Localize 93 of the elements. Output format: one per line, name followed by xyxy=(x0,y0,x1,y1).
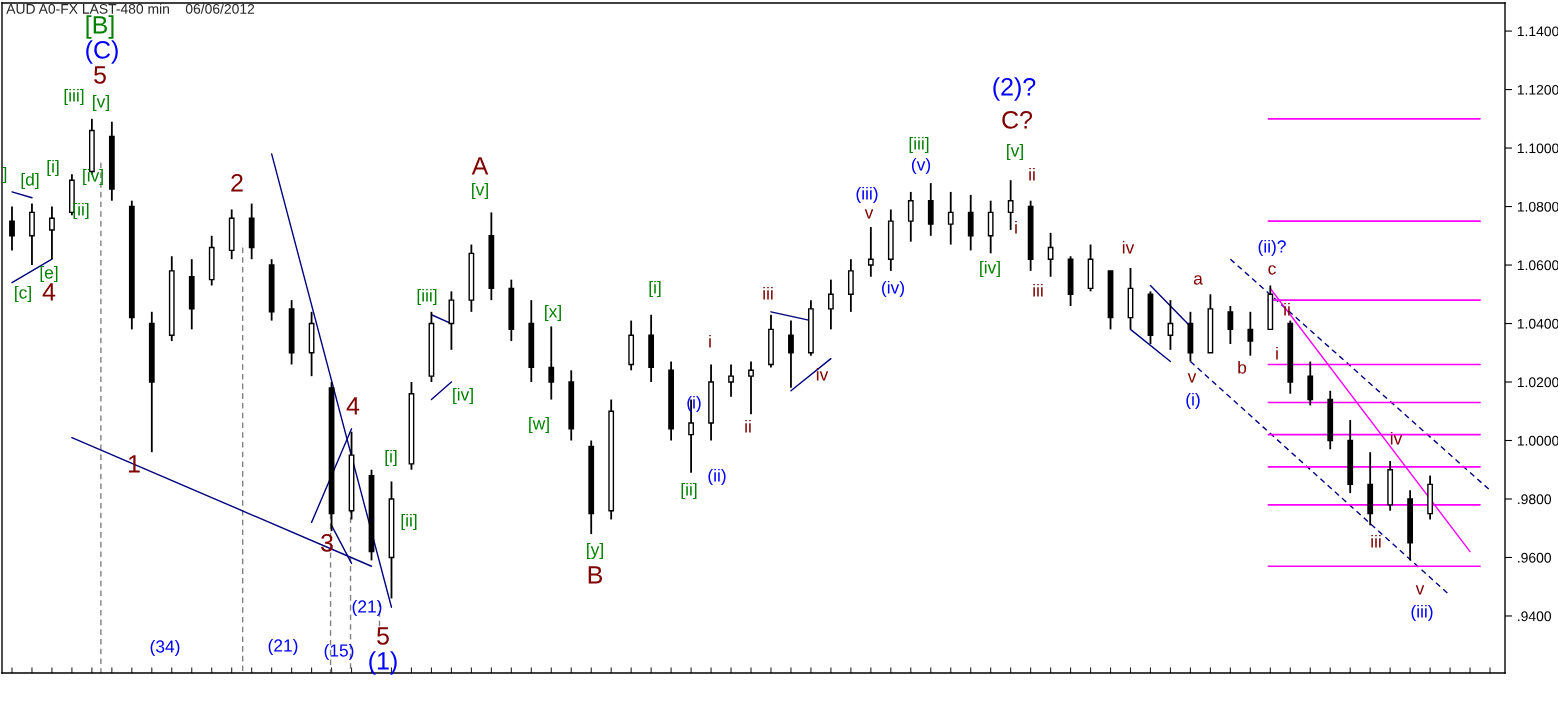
annotation: [i] xyxy=(385,449,397,467)
annotation: i xyxy=(1276,346,1278,360)
annotation: [iii] xyxy=(64,88,84,106)
annotation: iv xyxy=(816,367,829,381)
y-tick-label: 1.0200 xyxy=(1517,377,1558,388)
y-tick-label: .9400 xyxy=(1518,611,1552,622)
annotation: [i] xyxy=(47,159,59,177)
annotation: v xyxy=(1415,585,1425,595)
candlestick xyxy=(828,278,834,331)
annotation: [i] xyxy=(649,280,661,298)
annotation: 4 xyxy=(346,397,360,415)
annotation: c xyxy=(1268,265,1276,275)
y-tick-label: 1.0600 xyxy=(1517,260,1558,271)
annotation: (i) xyxy=(1186,392,1200,410)
annotation: (v) xyxy=(911,157,931,175)
annotation: iii xyxy=(1371,534,1381,548)
annotation: (15) xyxy=(324,643,354,661)
annotation: [y] xyxy=(587,542,603,560)
annotation: (iii) xyxy=(1411,604,1433,622)
annotation: (C) xyxy=(86,40,118,64)
y-tick-label: 1.0800 xyxy=(1517,201,1558,212)
annotation: v xyxy=(1187,373,1197,383)
y-tick-label: 1.1200 xyxy=(1517,84,1558,95)
candlestick xyxy=(987,199,994,255)
annotation: [v] xyxy=(93,94,109,112)
annotation: i xyxy=(1015,220,1017,234)
y-tick-label: .9600 xyxy=(1518,552,1552,563)
candlestick xyxy=(967,193,974,252)
annotation: (2)? xyxy=(993,77,1036,101)
y-tick-label: 1.0000 xyxy=(1517,435,1558,446)
annotation: [c] xyxy=(15,285,31,303)
annotation: v xyxy=(864,209,874,219)
annotation: iii xyxy=(763,286,773,300)
candlestick xyxy=(9,205,15,252)
annotation: (21) xyxy=(352,599,382,617)
annotation: [d] xyxy=(21,172,39,190)
annotation: [iii] xyxy=(417,288,437,306)
annotation: [iv] xyxy=(453,387,473,405)
candlestick xyxy=(847,258,854,313)
annotation: ii xyxy=(745,419,751,433)
annotation: (iv) xyxy=(882,280,904,298)
annotation: [iv] xyxy=(83,168,103,186)
candlestick xyxy=(29,202,35,266)
chart-title: AUD A0-FX LAST-480 min 06/06/2012 xyxy=(6,3,255,14)
annotation: [x] xyxy=(545,304,561,322)
annotation: [ii] xyxy=(401,513,417,531)
y-tick-label: 1.1000 xyxy=(1517,143,1558,154)
annotation: (21) xyxy=(268,638,298,656)
candlestick xyxy=(1247,310,1254,357)
annotation: a xyxy=(1193,275,1203,285)
annotation: [ii] xyxy=(73,202,89,220)
annotation: 5 xyxy=(94,66,106,84)
candlestick xyxy=(1227,305,1234,345)
candlestick xyxy=(1307,360,1314,407)
annotation: A xyxy=(471,157,489,175)
annotation: iii xyxy=(1033,283,1043,297)
candlestick xyxy=(907,191,914,243)
annotation: 2 xyxy=(231,174,243,192)
annotation: 5 xyxy=(377,627,389,645)
annotation: [v] xyxy=(1007,143,1023,161)
candlestick xyxy=(1007,179,1014,231)
annotation: b xyxy=(1238,360,1247,374)
annotation: i xyxy=(709,334,711,348)
candlestick xyxy=(947,191,954,246)
annotation: (ii) xyxy=(708,468,726,486)
annotation: C? xyxy=(1002,111,1033,129)
annotation: [e] xyxy=(40,265,58,283)
annotation: ] xyxy=(2,166,7,184)
annotation: [v] xyxy=(472,182,488,200)
annotation: [B] xyxy=(86,15,114,39)
candlestick xyxy=(748,360,754,416)
candlestick xyxy=(867,226,874,278)
annotation: [iii] xyxy=(909,136,929,154)
candlestick xyxy=(927,182,934,237)
y-tick-label: 1.0400 xyxy=(1517,318,1558,329)
annotation: iv xyxy=(1122,240,1135,254)
y-tick-label: .9800 xyxy=(1518,494,1552,505)
y-tick-label: 1.1400 xyxy=(1517,26,1558,37)
candlestick xyxy=(788,319,794,389)
annotation: B xyxy=(588,566,603,584)
annotation: iv xyxy=(1390,431,1403,445)
annotation: (iii) xyxy=(856,186,878,204)
candlestick xyxy=(49,205,55,261)
annotation: (34) xyxy=(150,639,180,657)
annotation: ii xyxy=(1029,167,1035,181)
annotation: (ii)? xyxy=(1258,239,1286,257)
candlestick xyxy=(728,363,734,398)
annotation: [iv] xyxy=(980,260,1000,278)
annotation: 4 xyxy=(42,283,56,301)
annotation: (1) xyxy=(369,651,397,675)
candlestick xyxy=(548,325,555,401)
annotation: [w] xyxy=(529,416,549,434)
annotation: [ii] xyxy=(681,482,697,500)
